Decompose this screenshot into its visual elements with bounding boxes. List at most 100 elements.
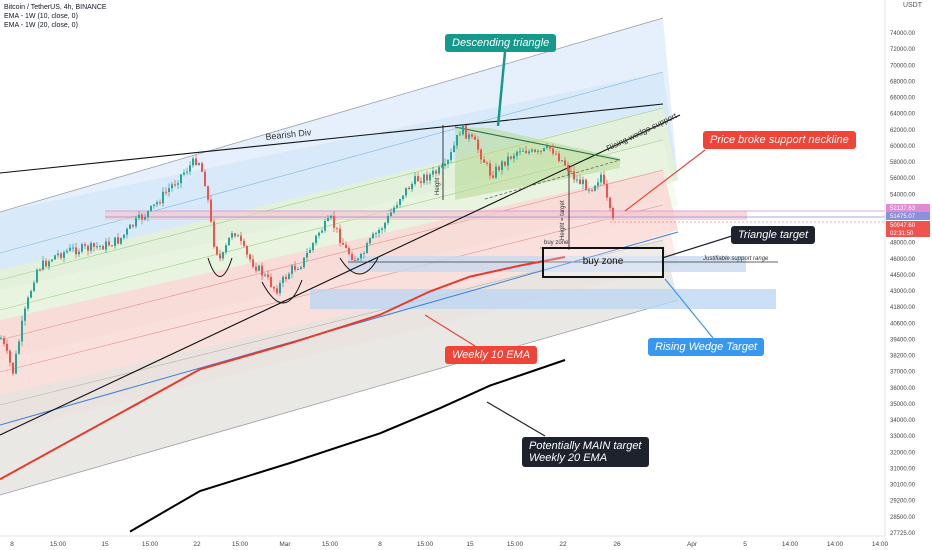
x-tick-label: 14:00 (782, 541, 799, 548)
y-tick-label: 31000.00 (890, 466, 916, 472)
y-tick-label: 56000.00 (890, 176, 916, 182)
candle-body (114, 237, 116, 246)
x-tick-label: 26 (613, 541, 621, 548)
candle-body (585, 179, 587, 191)
candle-body (534, 149, 536, 152)
price-broke-callout: Price broke support neckline (703, 131, 856, 149)
candle-body (237, 235, 239, 237)
candle-body (492, 175, 494, 178)
candle-body (51, 259, 53, 262)
y-tick-label: 27725.00 (890, 531, 916, 537)
candle-body (204, 171, 206, 187)
candle-body (6, 343, 8, 351)
candle-body (72, 247, 74, 249)
rising-wedge-target-zone (310, 289, 776, 309)
x-tick-label: 8 (378, 541, 382, 548)
candle-body (471, 134, 473, 137)
candle-body (561, 160, 563, 162)
candle-body (174, 184, 176, 186)
candle-body (312, 242, 314, 251)
y-tick-label: 68000.00 (890, 79, 916, 85)
candle-body (225, 245, 227, 253)
y-tick-label: 36000.00 (890, 386, 916, 392)
candle-body (288, 273, 290, 280)
y-tick-label: 38200.00 (890, 354, 916, 360)
y-tick-label: 54000.00 (890, 192, 916, 198)
candle-body (0, 337, 2, 339)
candle-body (198, 163, 200, 165)
candle-body (588, 189, 590, 191)
candle-body (579, 179, 581, 185)
candle-body (159, 202, 161, 204)
arrow-wedge (664, 278, 714, 339)
candle-body (87, 245, 89, 251)
candle-body (576, 179, 578, 181)
candle-body (441, 165, 443, 168)
candle-body (519, 151, 521, 153)
candle-body (600, 174, 602, 183)
price-tag-bg (886, 229, 930, 237)
y-tick-label: 41800.00 (890, 305, 916, 311)
buy-zone-small-label: buy zone (544, 240, 569, 246)
candle-body (321, 230, 323, 233)
candle-body (294, 265, 296, 270)
y-tick-label: 35000.00 (890, 402, 916, 408)
candle-body (444, 163, 446, 166)
arrow-desc (496, 51, 507, 127)
candle-body (342, 242, 344, 245)
y-axis-ticks: 74000.00 72000.00 70000.00 68000.00 66000.00… (890, 31, 916, 537)
y-tick-label: 48000.00 (890, 241, 916, 247)
y-tick-label: 72000.00 (890, 47, 916, 53)
arrow-triangle (661, 235, 733, 259)
candle-body (423, 174, 425, 183)
candle-body (234, 233, 236, 237)
candle-body (246, 246, 248, 255)
y-tick-label: 46000.00 (890, 257, 916, 263)
candle-body (387, 215, 389, 223)
candle-body (78, 251, 80, 255)
candle-body (18, 341, 20, 354)
x-tick-label: 15 (466, 541, 474, 548)
candle-body (102, 245, 104, 250)
y-tick-label: 58000.00 (890, 160, 916, 166)
candle-body (165, 191, 167, 193)
candle-body (252, 259, 254, 267)
candle-body (90, 243, 92, 251)
candle-body (606, 184, 608, 198)
candle-body (279, 283, 281, 294)
candle-body (12, 362, 14, 374)
x-axis-ticks: 8 15:00 15 15:00 22 15:00 Mar 15:00 8 15:00 15 15:0… (10, 541, 888, 548)
bottom-curve-3 (339, 257, 379, 275)
candle-body (21, 320, 23, 342)
candle-body (249, 254, 251, 260)
justifiable-support-zone (348, 256, 746, 272)
price-tag-label: 51475.07 (890, 214, 916, 220)
ema-weekly-10-line (0, 256, 566, 481)
x-tick-label: 15:00 (322, 541, 339, 548)
candle-body (504, 161, 506, 166)
x-tick-label: 15:00 (50, 541, 67, 548)
price-tag-bg (886, 221, 930, 229)
candle-body (216, 246, 218, 255)
candle-body (477, 139, 479, 150)
candle-body (366, 243, 368, 254)
candle-body (69, 247, 71, 251)
y-tick-label: 30100.00 (890, 483, 916, 489)
y-tick-label: 62000.00 (890, 128, 916, 134)
y-tick-label: 60000.00 (890, 144, 916, 150)
candle-body (597, 182, 599, 186)
candle-body (432, 170, 434, 175)
candle-body (324, 221, 326, 231)
time-axis (0, 536, 885, 550)
candle-body (612, 208, 614, 219)
candle-body (564, 160, 566, 166)
candle-body (24, 308, 26, 321)
candle-body (255, 266, 257, 271)
candle-body (498, 166, 500, 170)
x-tick-label: Mar (279, 541, 291, 548)
candle-body (510, 156, 512, 159)
price-tag-bg (886, 204, 930, 212)
candle-body (573, 171, 575, 180)
candle-body (528, 151, 530, 154)
